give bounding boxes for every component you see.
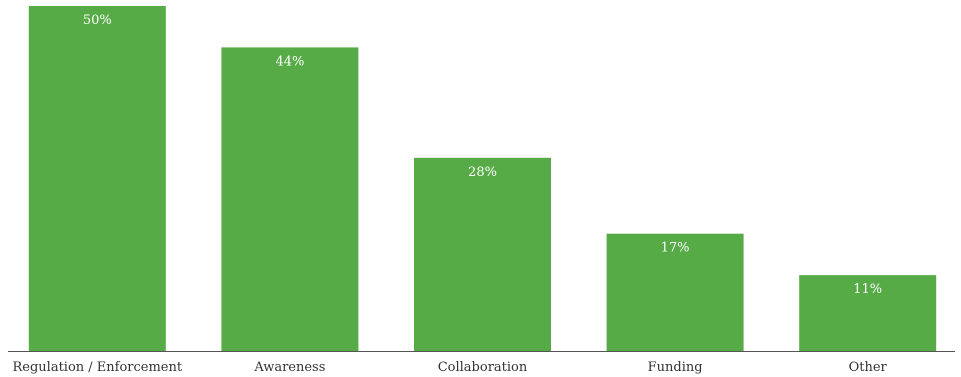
bar-value-label-awareness: 44% xyxy=(275,54,304,69)
category-tick-label-other: Other xyxy=(849,360,888,375)
bar-value-label-regulation-enforcement: 50% xyxy=(83,13,112,28)
category-tick-label-awareness: Awareness xyxy=(253,360,325,375)
value-labels-group: 50% 44% 28% 17% 11% xyxy=(83,13,882,297)
category-tick-labels-group: Regulation / Enforcement Awareness Collabo… xyxy=(12,360,887,375)
bar-collaboration xyxy=(414,157,551,351)
bar-value-label-collaboration: 28% xyxy=(468,165,497,180)
category-tick-label-regulation-enforcement: Regulation / Enforcement xyxy=(12,360,182,375)
bar-funding xyxy=(606,233,744,351)
bars-group xyxy=(28,6,937,352)
bar-value-label-funding: 17% xyxy=(661,241,690,256)
bar-regulation-enforcement xyxy=(28,6,166,351)
bar-other xyxy=(799,275,937,351)
category-tick-label-collaboration: Collaboration xyxy=(438,360,528,375)
category-tick-label-funding: Funding xyxy=(648,360,703,375)
bar-value-label-other: 11% xyxy=(853,282,882,297)
bar-awareness xyxy=(221,47,359,352)
